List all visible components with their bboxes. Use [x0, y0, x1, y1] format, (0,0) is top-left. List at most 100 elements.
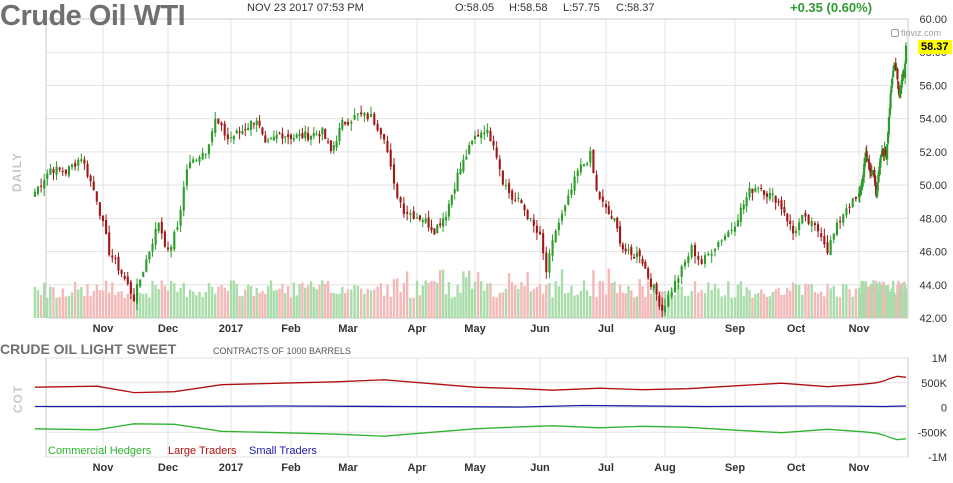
candle-body [839, 220, 842, 223]
volume-bar [169, 280, 173, 318]
volume-bar [700, 290, 703, 318]
volume-bar [396, 278, 399, 318]
candle-body [298, 134, 301, 136]
candle-body [690, 245, 693, 258]
volume-bar [49, 286, 52, 318]
volume-bar [444, 294, 448, 318]
candle-body [598, 192, 601, 199]
volume-bar [703, 293, 707, 318]
candle-body [312, 133, 315, 137]
candle-body [272, 136, 275, 141]
volume-bar [129, 286, 133, 318]
volume-bar [774, 289, 777, 318]
volume-bar [39, 294, 43, 318]
candle-body [742, 204, 745, 210]
volume-bar [201, 296, 204, 318]
candle-body [661, 304, 664, 311]
volume-bar [621, 292, 625, 318]
price-x-tick-label: Feb [281, 323, 301, 335]
candle-body [415, 217, 419, 219]
candle-body [884, 149, 887, 155]
candle-body [616, 217, 619, 229]
price-x-tick-label: Jun [530, 323, 550, 335]
volume-bar [492, 296, 495, 318]
volume-bar [813, 291, 817, 318]
volume-bar [67, 295, 71, 318]
volume-bar [690, 290, 693, 318]
candle-body [771, 193, 774, 196]
volume-bar [301, 282, 304, 318]
volume-bar [207, 282, 211, 318]
volume-bar [851, 296, 854, 318]
volume-bar [589, 295, 592, 318]
candle-body [655, 283, 658, 295]
volume-bar [269, 280, 273, 318]
candle-body [409, 213, 412, 216]
volume-bar [58, 296, 61, 318]
volume-bar [436, 282, 439, 318]
candle-body [899, 88, 902, 92]
candle-body [226, 134, 229, 140]
candle-body [204, 153, 207, 155]
candle-body [160, 221, 163, 234]
volume-bar [138, 292, 142, 318]
candle-body [267, 140, 270, 142]
price-x-tick-label: Dec [158, 323, 178, 335]
candle-body [489, 130, 492, 142]
quote-open: O:58.05 [455, 2, 495, 14]
volume-bar [418, 295, 422, 318]
candle-body [670, 292, 673, 297]
volume-bar [832, 285, 835, 318]
candle-body [723, 235, 727, 240]
volume-bar [683, 295, 687, 318]
volume-bar [730, 297, 733, 318]
candle-body [249, 121, 253, 130]
volume-bar [324, 283, 327, 318]
volume-bar [179, 287, 182, 318]
candle-body [433, 228, 436, 235]
candle-body [613, 218, 616, 221]
price-change: +0.35 (0.60%) [790, 0, 873, 15]
volume-bar [338, 293, 341, 318]
candle-body [154, 228, 157, 245]
cot-y-axis: 1M 500K 0 -500K -1M [918, 353, 948, 464]
volume-bar [353, 285, 356, 318]
volume-bar [154, 285, 157, 318]
volume-bar [563, 293, 567, 318]
candle-body [396, 183, 399, 198]
candle-body [641, 258, 644, 264]
candle-body [304, 131, 307, 139]
candle-body [683, 261, 687, 267]
price-y-tick-label: 60.00 [919, 14, 947, 26]
candle-body [551, 240, 554, 256]
candle-body [261, 127, 264, 135]
candle-body [607, 206, 610, 214]
candle-body [436, 224, 439, 234]
candle-body [244, 129, 247, 131]
volume-bar [318, 284, 321, 318]
volume-bar [421, 285, 424, 318]
volume-bar [89, 296, 92, 318]
cot-x-tick-label: Nov [849, 462, 871, 474]
volume-bar [173, 283, 176, 318]
volume-bar [295, 295, 298, 318]
cot-x-tick-label: Oct [787, 462, 806, 474]
cot-y-tick-label: -500K [918, 427, 948, 439]
quote-close: C:58.37 [616, 2, 655, 14]
candle-body [453, 189, 456, 194]
cot-x-tick-label: Mar [338, 462, 358, 474]
volume-bar [507, 273, 511, 318]
candle-body [798, 222, 801, 231]
candle-body [301, 132, 304, 139]
price-x-tick-label: Aug [654, 323, 675, 335]
candle-body [538, 231, 542, 235]
volume-bar [823, 296, 826, 318]
candle-body [542, 233, 545, 254]
price-x-axis: Nov Dec 2017 Feb Mar Apr May Jun Jul Aug Sep Oct Nov [93, 323, 871, 335]
candle-body [74, 162, 77, 167]
candle-body [820, 233, 823, 238]
candle-body [890, 85, 893, 93]
volume-bar [238, 296, 241, 318]
volume-bar [405, 271, 409, 318]
candle-body [386, 140, 389, 153]
